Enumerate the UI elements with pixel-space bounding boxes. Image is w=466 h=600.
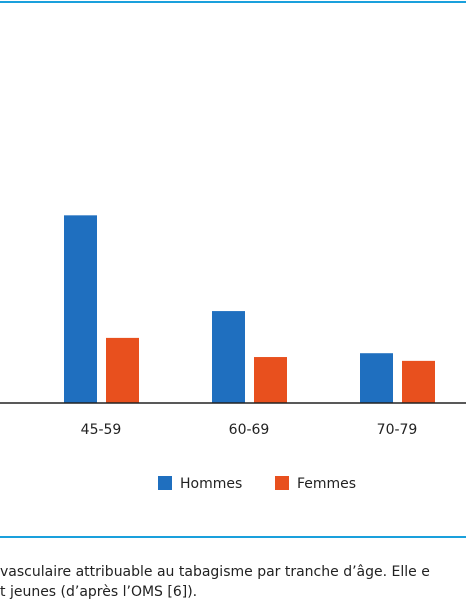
x-tick-label: 45-59 (81, 422, 122, 438)
legend-label: Femmes (297, 476, 356, 492)
legend-swatch (275, 476, 289, 490)
caption: vasculaire attribuable au tabagisme par … (0, 564, 430, 580)
legend-swatch (158, 476, 172, 490)
bar (402, 360, 435, 403)
caption: t jeunes (d’après l’OMS [6]). (0, 584, 197, 600)
bar (64, 215, 97, 403)
legend-label: Hommes (180, 476, 242, 492)
bar (254, 357, 287, 403)
bar (212, 311, 245, 403)
x-tick-label: 70-79 (377, 422, 418, 438)
bar (106, 337, 139, 403)
x-tick-label: 60-69 (229, 422, 270, 438)
bar (360, 353, 393, 403)
